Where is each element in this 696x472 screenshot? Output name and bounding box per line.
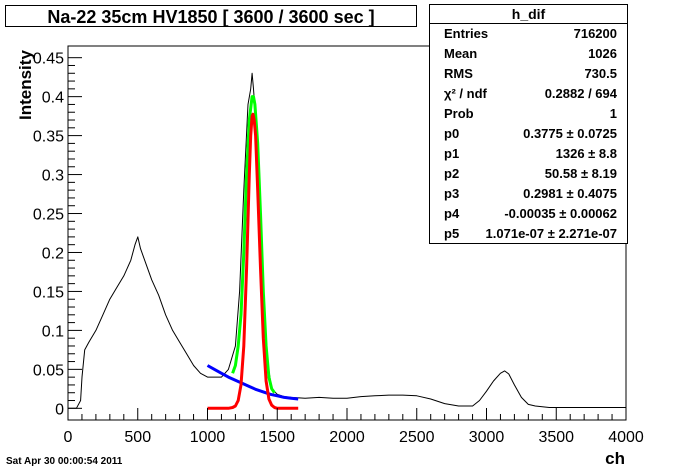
- x-tick-label: 1500: [259, 429, 295, 446]
- x-tick-label: 2500: [399, 429, 435, 446]
- stats-value: -0.00035 ± 0.00062: [504, 206, 617, 221]
- stats-value: 0.2981 ± 0.4075: [523, 186, 617, 201]
- stats-key: p5: [444, 226, 460, 241]
- stats-value: 1: [609, 106, 617, 121]
- y-tick-label: 0.45: [33, 51, 64, 68]
- y-axis-label: Intensity: [16, 50, 35, 120]
- stats-value: 1326 ± 8.8: [555, 146, 617, 161]
- stats-row: Entries 716200: [430, 24, 627, 44]
- stats-value: 0.2882 / 694: [544, 86, 617, 101]
- stats-key: p3: [444, 186, 460, 201]
- x-axis-label: ch: [605, 449, 625, 468]
- y-axis: 0 0.05 0.1 0.15 0.2 0.25 0.3 0.35 0.4 0.45: [33, 51, 82, 418]
- x-tick-label: 500: [124, 429, 151, 446]
- x-tick-label: 3000: [469, 429, 505, 446]
- y-tick-label: 0.3: [42, 168, 64, 185]
- y-tick-label: 0: [55, 401, 64, 418]
- stats-key: Mean: [444, 46, 478, 61]
- y-tick-label: 0.05: [33, 362, 64, 379]
- stats-key: p4: [444, 206, 460, 221]
- stats-rows: Entries 716200 Mean 1026 RMS 730.5 χ² / ndf 0.2…: [430, 24, 627, 244]
- series-line: [231, 95, 276, 394]
- x-tick-label: 3500: [538, 429, 574, 446]
- y-tick-label: 0.25: [33, 207, 64, 224]
- x-tick-label: 2000: [329, 429, 365, 446]
- stats-key: p0: [444, 126, 460, 141]
- stats-row: p2 50.58 ± 8.19: [430, 164, 627, 184]
- stats-value: 1.071e-07 ± 2.271e-07: [485, 226, 617, 241]
- stats-value: 730.5: [584, 66, 617, 81]
- stats-row: p3 0.2981 ± 0.4075: [430, 184, 627, 204]
- stats-key: χ² / ndf: [444, 86, 487, 101]
- x-tick-label: 1000: [190, 429, 226, 446]
- stats-row: p5 1.071e-07 ± 2.271e-07: [430, 224, 627, 244]
- x-tick-label: 4000: [608, 429, 644, 446]
- series-line: [207, 112, 299, 410]
- stats-row: p1 1326 ± 8.8: [430, 144, 627, 164]
- y-tick-label: 0.2: [42, 245, 64, 262]
- stats-key: p2: [444, 166, 460, 181]
- stats-key: Entries: [444, 26, 489, 41]
- series-layer: [68, 72, 626, 410]
- stats-value: 1026: [588, 46, 617, 61]
- y-tick-label: 0.1: [42, 323, 64, 340]
- stats-box: h_dif Entries 716200 Mean 1026 RMS 730.5 χ² / …: [429, 4, 628, 244]
- stats-value: 0.3775 ± 0.0725: [523, 126, 617, 141]
- x-tick-label: 0: [64, 429, 73, 446]
- series-line: [206, 364, 299, 401]
- stats-row: Mean 1026: [430, 44, 627, 64]
- stats-value: 50.58 ± 8.19: [544, 166, 617, 181]
- y-tick-label: 0.15: [33, 284, 64, 301]
- chart-title: Na-22 35cm HV1850 [ 3600 / 3600 sec ]: [5, 5, 417, 27]
- stats-key: p1: [444, 146, 460, 161]
- stats-row: p4 -0.00035 ± 0.00062: [430, 204, 627, 224]
- y-tick-label: 0.35: [33, 129, 64, 146]
- stats-key: RMS: [444, 66, 473, 81]
- y-tick-label: 0.4: [42, 90, 64, 107]
- stats-value: 716200: [573, 26, 617, 41]
- stats-row: Prob 1: [430, 104, 627, 124]
- stats-row: χ² / ndf 0.2882 / 694: [430, 84, 627, 104]
- stats-header: h_dif: [430, 5, 627, 24]
- stats-row: p0 0.3775 ± 0.0725: [430, 124, 627, 144]
- x-axis: 0 500 1000 1500 2000 2500 3000 3500 4000: [64, 408, 644, 446]
- stats-key: Prob: [444, 106, 474, 121]
- timestamp: Sat Apr 30 00:00:54 2011: [6, 456, 123, 467]
- stats-row: RMS 730.5: [430, 64, 627, 84]
